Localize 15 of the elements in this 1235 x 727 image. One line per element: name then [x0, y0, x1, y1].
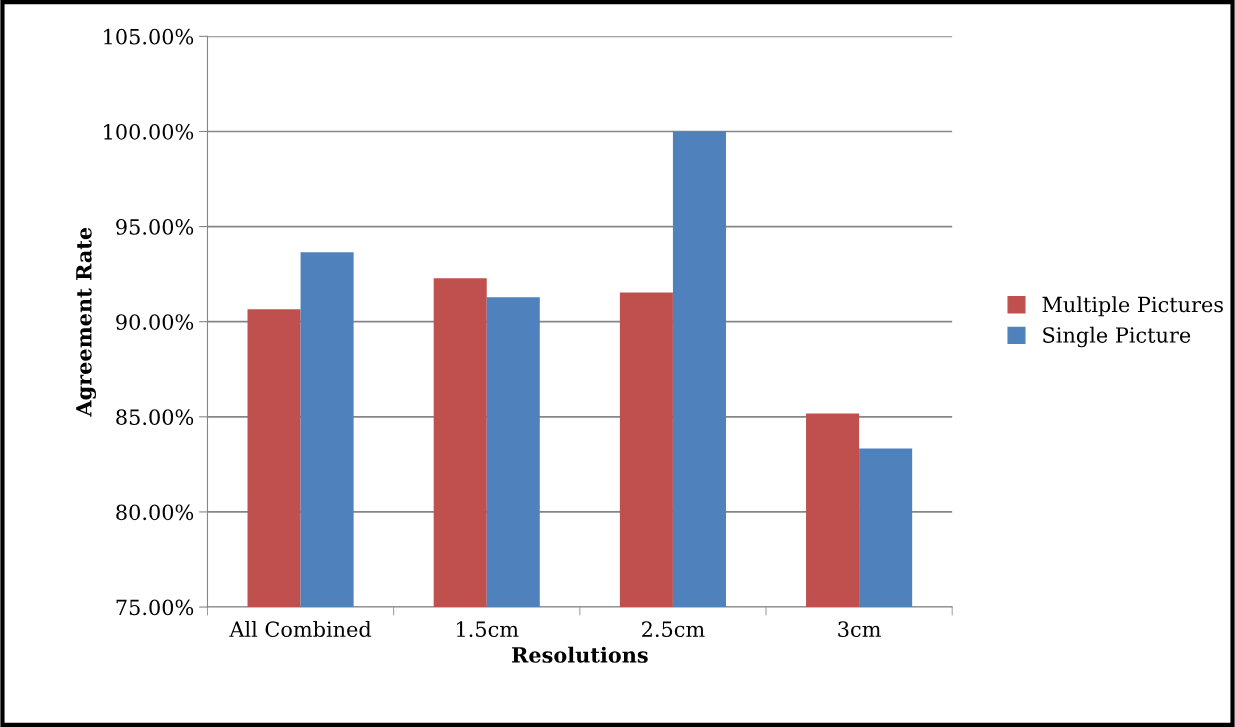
x-tick-label: All Combined: [229, 620, 372, 638]
x-tick-label: 1.5cm: [457, 621, 519, 638]
y-tick-label: 100.00%: [104, 123, 194, 140]
y-tick-label: 95.00%: [116, 219, 194, 235]
y-axis-title: Agreement Rate: [76, 227, 97, 417]
legend-label: Multiple Pictures: [1042, 296, 1223, 317]
y-tick-label: 90.00%: [116, 314, 194, 330]
x-tick-label: 2.5cm: [642, 621, 705, 638]
y-tick-label: 105.00%: [104, 28, 194, 45]
x-tick-label: 3cm: [838, 621, 881, 638]
x-axis-title: Resolutions: [512, 646, 648, 663]
y-tick-label: 80.00%: [116, 504, 194, 521]
y-tick-label: 75.00%: [116, 599, 194, 616]
legend-label: Single Picture: [1043, 326, 1191, 348]
y-tick-label: 85.00%: [116, 409, 194, 426]
